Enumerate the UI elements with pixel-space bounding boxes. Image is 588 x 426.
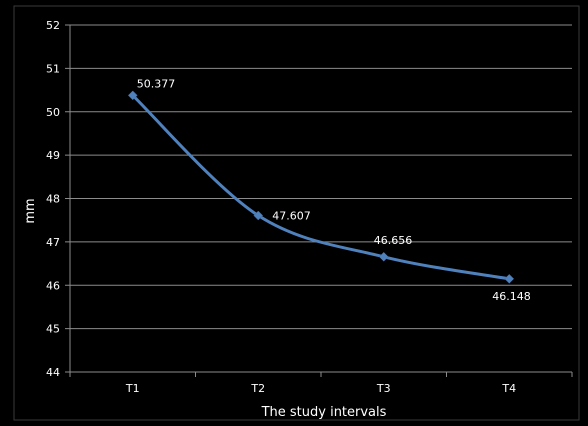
- data-label: 46.656: [374, 234, 413, 247]
- data-point-marker: [127, 90, 138, 101]
- y-tick-label: 49: [46, 149, 60, 162]
- data-point-marker: [504, 273, 515, 284]
- data-label: 50.377: [137, 77, 176, 90]
- y-tick-label: 46: [46, 279, 60, 292]
- chart-frame: [13, 5, 580, 421]
- y-tick-label: 50: [46, 106, 60, 119]
- series-layer: [127, 90, 515, 284]
- y-tick-label: 47: [46, 236, 60, 249]
- gridlines: [70, 24, 572, 330]
- y-tick-label: 51: [46, 62, 60, 75]
- x-tick-label: T3: [376, 382, 391, 395]
- data-label: 47.607: [272, 210, 311, 223]
- y-tick-label: 45: [46, 323, 60, 336]
- data-point-marker: [253, 210, 264, 221]
- data-point-marker: [378, 251, 389, 262]
- y-tick-labels: 44 45 46 47 48 49 50 51 52: [46, 19, 60, 379]
- x-tick-label: T4: [501, 382, 516, 395]
- y-tick-label: 52: [46, 19, 60, 32]
- y-axis-title: mm: [23, 198, 38, 223]
- y-tick-label: 48: [46, 193, 60, 206]
- x-axis-title: The study intervals: [261, 405, 387, 420]
- data-label: 46.148: [492, 290, 531, 303]
- series-line: [131, 93, 511, 281]
- y-tick-label: 44: [46, 366, 60, 379]
- x-tick-labels: T1 T2 T3 T4: [125, 382, 516, 395]
- x-tick-label: T2: [250, 382, 265, 395]
- data-labels: 50.377 47.607 46.656 46.148: [137, 77, 531, 302]
- axes: [65, 24, 573, 377]
- x-tick-label: T1: [125, 382, 140, 395]
